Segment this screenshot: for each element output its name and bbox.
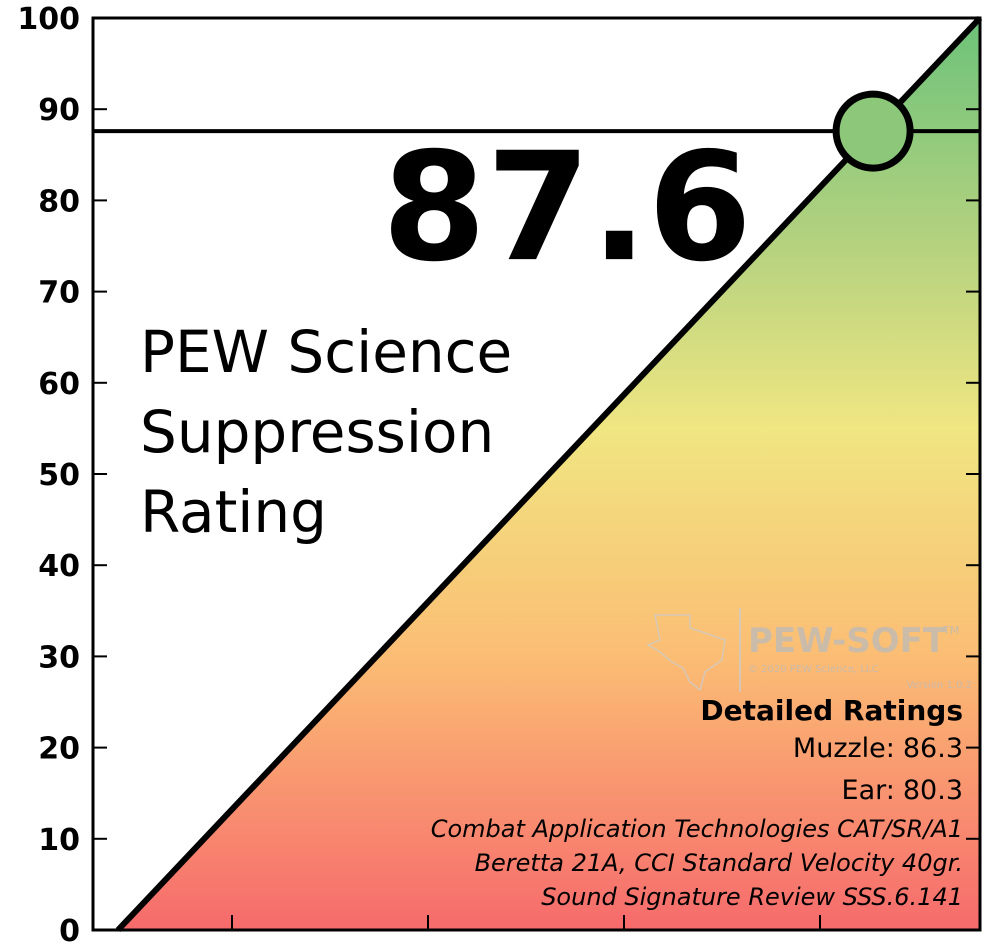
- y-tick-label: 80: [38, 184, 80, 219]
- y-tick-label: 10: [38, 823, 80, 858]
- y-tick-label: 100: [17, 2, 80, 37]
- ear-rating: Ear: 80.3: [842, 775, 963, 806]
- y-tick-label: 40: [38, 549, 80, 584]
- title: PEW Science Suppression Rating: [140, 318, 512, 546]
- y-tick-label: 60: [38, 367, 80, 402]
- y-tick-label: 50: [38, 458, 80, 493]
- title-line: PEW Science: [140, 318, 512, 386]
- ear-value: 80.3: [903, 775, 963, 806]
- watermark-version: Version 1.0.2: [907, 680, 972, 691]
- x-axis-ticks: [231, 915, 821, 930]
- axis-frame: [91, 16, 982, 932]
- y-tick-label: 0: [59, 914, 80, 948]
- ear-label: Ear:: [842, 775, 895, 806]
- rating-marker: [832, 90, 914, 172]
- title-line: Suppression: [140, 398, 494, 466]
- rating-value: 87.6: [382, 121, 752, 295]
- muzzle-rating: Muzzle: 86.3: [793, 733, 963, 764]
- muzzle-label: Muzzle:: [793, 733, 895, 764]
- muzzle-value: 86.3: [903, 733, 963, 764]
- watermark-copyright: © 2020 PEW Science, LLC: [748, 664, 878, 675]
- y-tick-label: 90: [38, 93, 80, 128]
- watermark: PEW-SOFT TM © 2020 PEW Science, LLC Vers…: [646, 608, 972, 692]
- note: Sound Signature Review SSS.6.141: [541, 883, 963, 911]
- y-tick-label: 70: [38, 276, 80, 311]
- y-axis: 0 10 20 30 40 50 60 70 80 90 100: [17, 2, 980, 948]
- plot-area: 87.6: [93, 15, 983, 933]
- details: Detailed Ratings Muzzle: 86.3 Ear: 80.3 Co…: [431, 694, 963, 911]
- texas-outline: [646, 614, 726, 692]
- title-line: Rating: [140, 478, 327, 546]
- details-heading: Detailed Ratings: [700, 694, 963, 727]
- y-tick-label: 30: [38, 640, 80, 675]
- watermark-brand: PEW-SOFT: [748, 621, 947, 661]
- note: Beretta 21A, CCI Standard Velocity 40gr.: [475, 849, 963, 877]
- rating-diagonal: [115, 15, 983, 933]
- note: Combat Application Technologies CAT/SR/A…: [431, 815, 963, 843]
- watermark-tm: TM: [942, 624, 959, 637]
- y-tick-label: 20: [38, 732, 80, 767]
